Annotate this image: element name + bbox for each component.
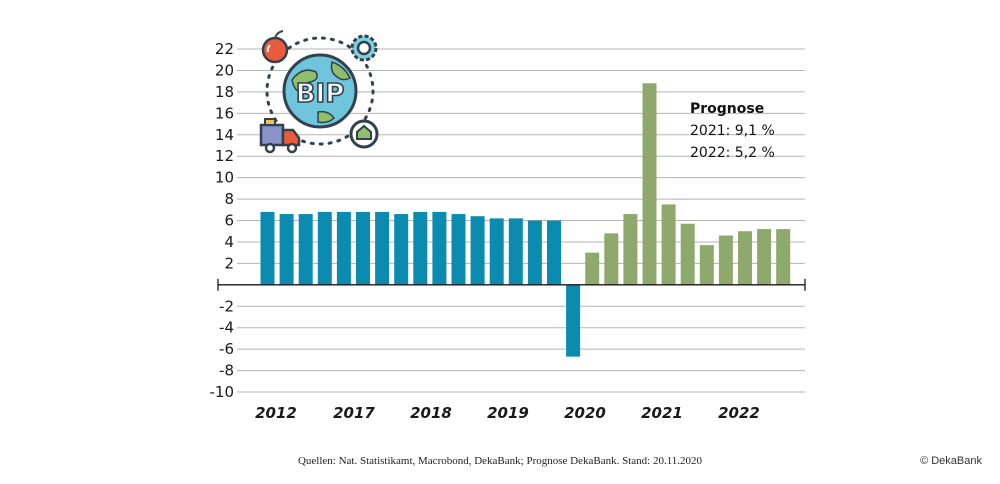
y-tick-label: -6 xyxy=(219,340,234,358)
bar-historical xyxy=(413,211,428,285)
forecast-line-2022: 2022: 5,2 % xyxy=(690,145,775,161)
bar-forecast xyxy=(718,235,733,285)
bar-historical xyxy=(336,211,351,285)
x-tick-label: 2018 xyxy=(410,404,452,422)
y-axis-ticks: 22 20 18 16 14 12 10 8 6 4 2 -2 -4 -6 -8 -10 xyxy=(210,40,235,401)
bar-historical xyxy=(508,218,523,285)
bip-globe-icon: BIP xyxy=(259,30,379,154)
y-tick-label: 16 xyxy=(215,104,234,122)
copyright-note: © DekaBank xyxy=(920,455,982,467)
gear-icon xyxy=(350,34,378,62)
y-tick-label: -4 xyxy=(219,319,234,337)
bar-forecast xyxy=(661,204,676,285)
y-tick-label: 4 xyxy=(224,233,234,251)
bar-forecast xyxy=(642,83,657,285)
forecast-line-2021: 2021: 9,1 % xyxy=(690,123,775,139)
y-tick-label: 14 xyxy=(215,126,234,144)
forecast-title: Prognose xyxy=(690,101,764,117)
bar-forecast xyxy=(585,252,600,285)
bar-historical xyxy=(432,211,447,285)
x-tick-label: 2022 xyxy=(718,404,760,422)
bar-historical xyxy=(394,214,409,285)
bar-historical xyxy=(566,284,581,357)
bar-historical xyxy=(356,211,370,285)
bar-historical xyxy=(375,211,390,285)
bar-historical xyxy=(317,211,332,285)
x-tick-label: 2020 xyxy=(564,404,606,422)
bar-forecast xyxy=(699,245,714,285)
x-tick-label: 2017 xyxy=(333,404,375,422)
y-tick-label: 22 xyxy=(215,40,234,58)
y-tick-label: 18 xyxy=(215,83,234,101)
bar-forecast xyxy=(738,231,752,285)
bars xyxy=(260,83,791,357)
y-tick-label: -8 xyxy=(219,362,234,380)
bar-historical xyxy=(451,214,466,285)
forecast-annotation: Prognose 2021: 9,1 % 2022: 5,2 % xyxy=(690,101,775,161)
zero-axis xyxy=(217,278,806,291)
y-tick-label: -10 xyxy=(210,383,235,401)
bar-historical xyxy=(489,218,504,285)
x-axis-labels: 2012 2017 2018 2019 2020 2021 2022 xyxy=(255,404,760,422)
bar-forecast xyxy=(623,214,638,285)
truck-icon xyxy=(259,118,301,154)
bar-forecast xyxy=(604,233,619,285)
x-tick-label: 2019 xyxy=(487,404,529,422)
bar-historical xyxy=(279,214,294,285)
bip-label: BIP xyxy=(296,79,345,109)
bar-historical xyxy=(547,220,561,285)
y-tick-label: 10 xyxy=(215,169,234,187)
y-tick-label: 6 xyxy=(224,212,234,230)
bar-historical xyxy=(298,214,313,285)
bar-historical xyxy=(527,220,542,285)
x-tick-label: 2021 xyxy=(641,404,683,422)
x-tick-label: 2012 xyxy=(255,404,297,422)
bar-historical xyxy=(260,211,275,285)
bar-forecast xyxy=(757,229,772,285)
y-tick-label: -2 xyxy=(219,297,234,315)
source-note: Quellen: Nat. Statistikamt, Macrobond, D… xyxy=(297,455,703,467)
bar-forecast xyxy=(776,229,791,285)
house-icon xyxy=(349,119,379,149)
y-tick-label: 12 xyxy=(215,147,234,165)
bar-historical xyxy=(470,216,485,285)
bar-forecast xyxy=(680,223,695,285)
y-tick-label: 8 xyxy=(224,190,234,208)
apple-icon xyxy=(261,30,289,64)
y-tick-label: 20 xyxy=(215,61,234,79)
y-tick-label: 2 xyxy=(224,254,234,272)
